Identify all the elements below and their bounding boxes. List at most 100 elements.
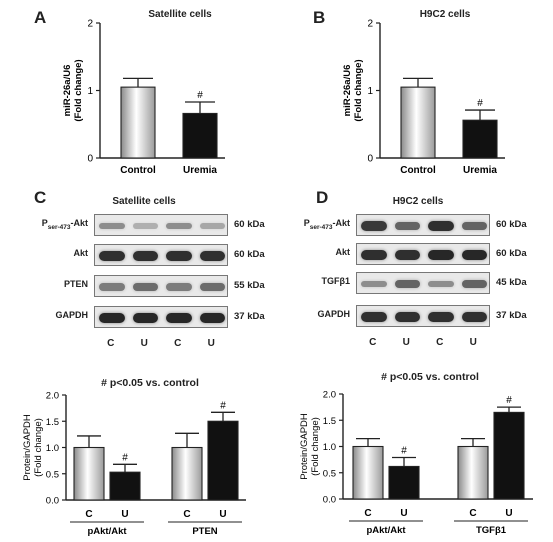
blot-c-blot-strip <box>94 275 228 297</box>
blot-d-row-label-main: TGFβ1 <box>321 276 351 286</box>
blot-d-band <box>394 312 420 322</box>
blot-c-row-label-main: PTEN <box>63 279 88 289</box>
blot-c-band <box>166 313 192 323</box>
blot-c-kda-label: 37 kDa <box>234 311 265 322</box>
chart-c-y-label-line: (Fold change) <box>33 418 44 477</box>
chart-a-y-label: miR-26a/U6(Fold change) <box>62 59 84 121</box>
blot-c-row-label-tail: -Akt <box>70 218 89 228</box>
chart-d-ytick-label: 0.0 <box>323 495 336 506</box>
chart-d-sig-mark: # <box>506 395 512 406</box>
chart-a-mir26a-satellite: 0 1 2 miR-26a/U6(Fold change) Control # Uremia <box>62 19 225 176</box>
blot-d-lane-label: C <box>436 337 444 348</box>
significance-note-d: # p<0.05 vs. control <box>381 371 479 383</box>
blot-d-band <box>394 280 420 288</box>
chart-c-ytick-label: 1.5 <box>46 417 59 428</box>
chart-d-bar-tgfβ1-c <box>457 445 489 500</box>
blot-d-band <box>394 250 420 260</box>
panel-d-title: H9C2 cells <box>392 196 444 207</box>
chart-c-ytick-label: 0.5 <box>46 469 59 480</box>
blot-d-row-label-main: Akt <box>335 247 350 257</box>
chart-a-ytick-label: 2 <box>87 19 93 30</box>
panel-b-title: H9C2 cells <box>419 9 471 20</box>
chart-a-ytick-label: 1 <box>87 86 93 97</box>
blot-c-blot-strip <box>94 306 228 328</box>
blot-d-band <box>428 221 454 231</box>
chart-c-bar-pten-c <box>171 446 203 501</box>
chart-c-ytick-label: 0.0 <box>46 496 59 507</box>
chart-c-y-label: Protein/GAPDH(Fold change) <box>22 414 44 481</box>
blot-d-band <box>461 312 487 322</box>
chart-d-group-label: pAkt/Akt <box>366 525 406 536</box>
chart-d-bar-pakt-akt-u <box>388 465 420 500</box>
chart-b-category-label: Control <box>400 165 436 176</box>
blot-d-band <box>428 250 454 260</box>
chart-b-ytick-label: 2 <box>367 19 373 30</box>
chart-d-y-label: Protein/GAPDH(Fold change) <box>299 413 321 480</box>
blot-c-band <box>99 283 125 291</box>
blot-c-kda-label: 60 kDa <box>234 249 265 260</box>
blot-d-row-label: Akt <box>335 247 350 257</box>
blot-d-blot-strip <box>356 305 490 327</box>
blot-d-band <box>461 280 487 288</box>
chart-a-sig-mark: # <box>197 90 203 101</box>
chart-d-category-label: C <box>364 508 371 519</box>
chart-b-ytick-label: 0 <box>367 154 373 165</box>
blot-d-band <box>428 280 454 288</box>
blot-c-band <box>132 313 158 323</box>
blot-d-lane-label: U <box>469 337 477 348</box>
blot-c-blot-strip <box>94 244 228 266</box>
blot-d-lane-label: U <box>402 337 410 348</box>
chart-c-bar-pakt-akt-c <box>73 446 105 501</box>
chart-d-ytick-label: 2.0 <box>323 390 336 401</box>
blot-c-band <box>199 223 225 229</box>
blot-c-band <box>132 223 158 229</box>
chart-c-bar-pakt-akt-u <box>109 471 141 501</box>
blot-d-band <box>361 250 387 260</box>
significance-note-c: # p<0.05 vs. control <box>101 377 199 389</box>
chart-d-ytick-label: 1.5 <box>323 416 336 427</box>
chart-b-y-label-line: (Fold change) <box>353 59 364 121</box>
blot-d-kda-label: 60 kDa <box>496 219 527 230</box>
chart-d-category-label: U <box>400 508 407 519</box>
blot-d-band <box>461 222 487 230</box>
blot-d-band <box>361 280 387 288</box>
blot-c-band <box>99 222 125 230</box>
blot-c-band <box>99 251 125 261</box>
blot-d-row-label-main: GAPDH <box>317 309 350 319</box>
blot-d-row-label: GAPDH <box>317 309 350 319</box>
chart-b-y-label-line: miR-26a/U6 <box>342 65 353 117</box>
blot-c-row-label: GAPDH <box>55 310 88 320</box>
blot-c-row-label-sub: ser-473 <box>47 223 71 231</box>
chart-c-category-label: C <box>183 509 190 520</box>
panel-letter-c: C <box>34 188 47 207</box>
chart-d-bar-tgfβ1-u <box>493 411 525 500</box>
chart-a-category-label: Uremia <box>183 165 217 176</box>
chart-c-ytick-label: 2.0 <box>46 391 59 402</box>
chart-d-y-label-line: Protein/GAPDH <box>299 413 310 480</box>
chart-c-category-label: U <box>219 509 226 520</box>
chart-b-ytick-label: 1 <box>367 86 373 97</box>
panel-letter-d: D <box>316 188 329 207</box>
blot-c-band <box>199 251 225 261</box>
chart-b-category-label: Uremia <box>463 165 497 176</box>
blot-c-kda-label: 55 kDa <box>234 280 265 291</box>
blot-d-blot-strip <box>356 272 490 294</box>
chart-d-protein-h9c2: 0.0 0.5 1.0 1.5 2.0 Protein/GAPDH(Fold change… <box>299 390 533 536</box>
chart-d-bar-pakt-akt-c <box>352 445 384 500</box>
chart-c-y-label-line: Protein/GAPDH <box>22 414 33 481</box>
chart-d-y-label-line: (Fold change) <box>310 417 321 476</box>
panel-letter-a: A <box>34 8 47 27</box>
blot-c-band <box>132 251 158 261</box>
blot-c-row-label-main: Akt <box>73 248 88 258</box>
blot-c-row-label: PTEN <box>64 279 88 289</box>
chart-c-category-label: C <box>85 509 92 520</box>
blot-c-row-label-main: GAPDH <box>55 310 88 320</box>
blot-d-band <box>394 222 420 230</box>
blot-c-row-label: Pser-473-Akt <box>42 218 88 231</box>
chart-b-sig-mark: # <box>477 98 483 109</box>
chart-b-y-label: miR-26a/U6(Fold change) <box>342 59 364 121</box>
panel-c-title: Satellite cells <box>112 196 176 207</box>
chart-a-bar-uremia <box>182 112 218 159</box>
chart-c-protein-satellite: 0.0 0.5 1.0 1.5 2.0 Protein/GAPDH(Fold change… <box>22 391 246 537</box>
chart-c-sig-mark: # <box>122 452 128 463</box>
